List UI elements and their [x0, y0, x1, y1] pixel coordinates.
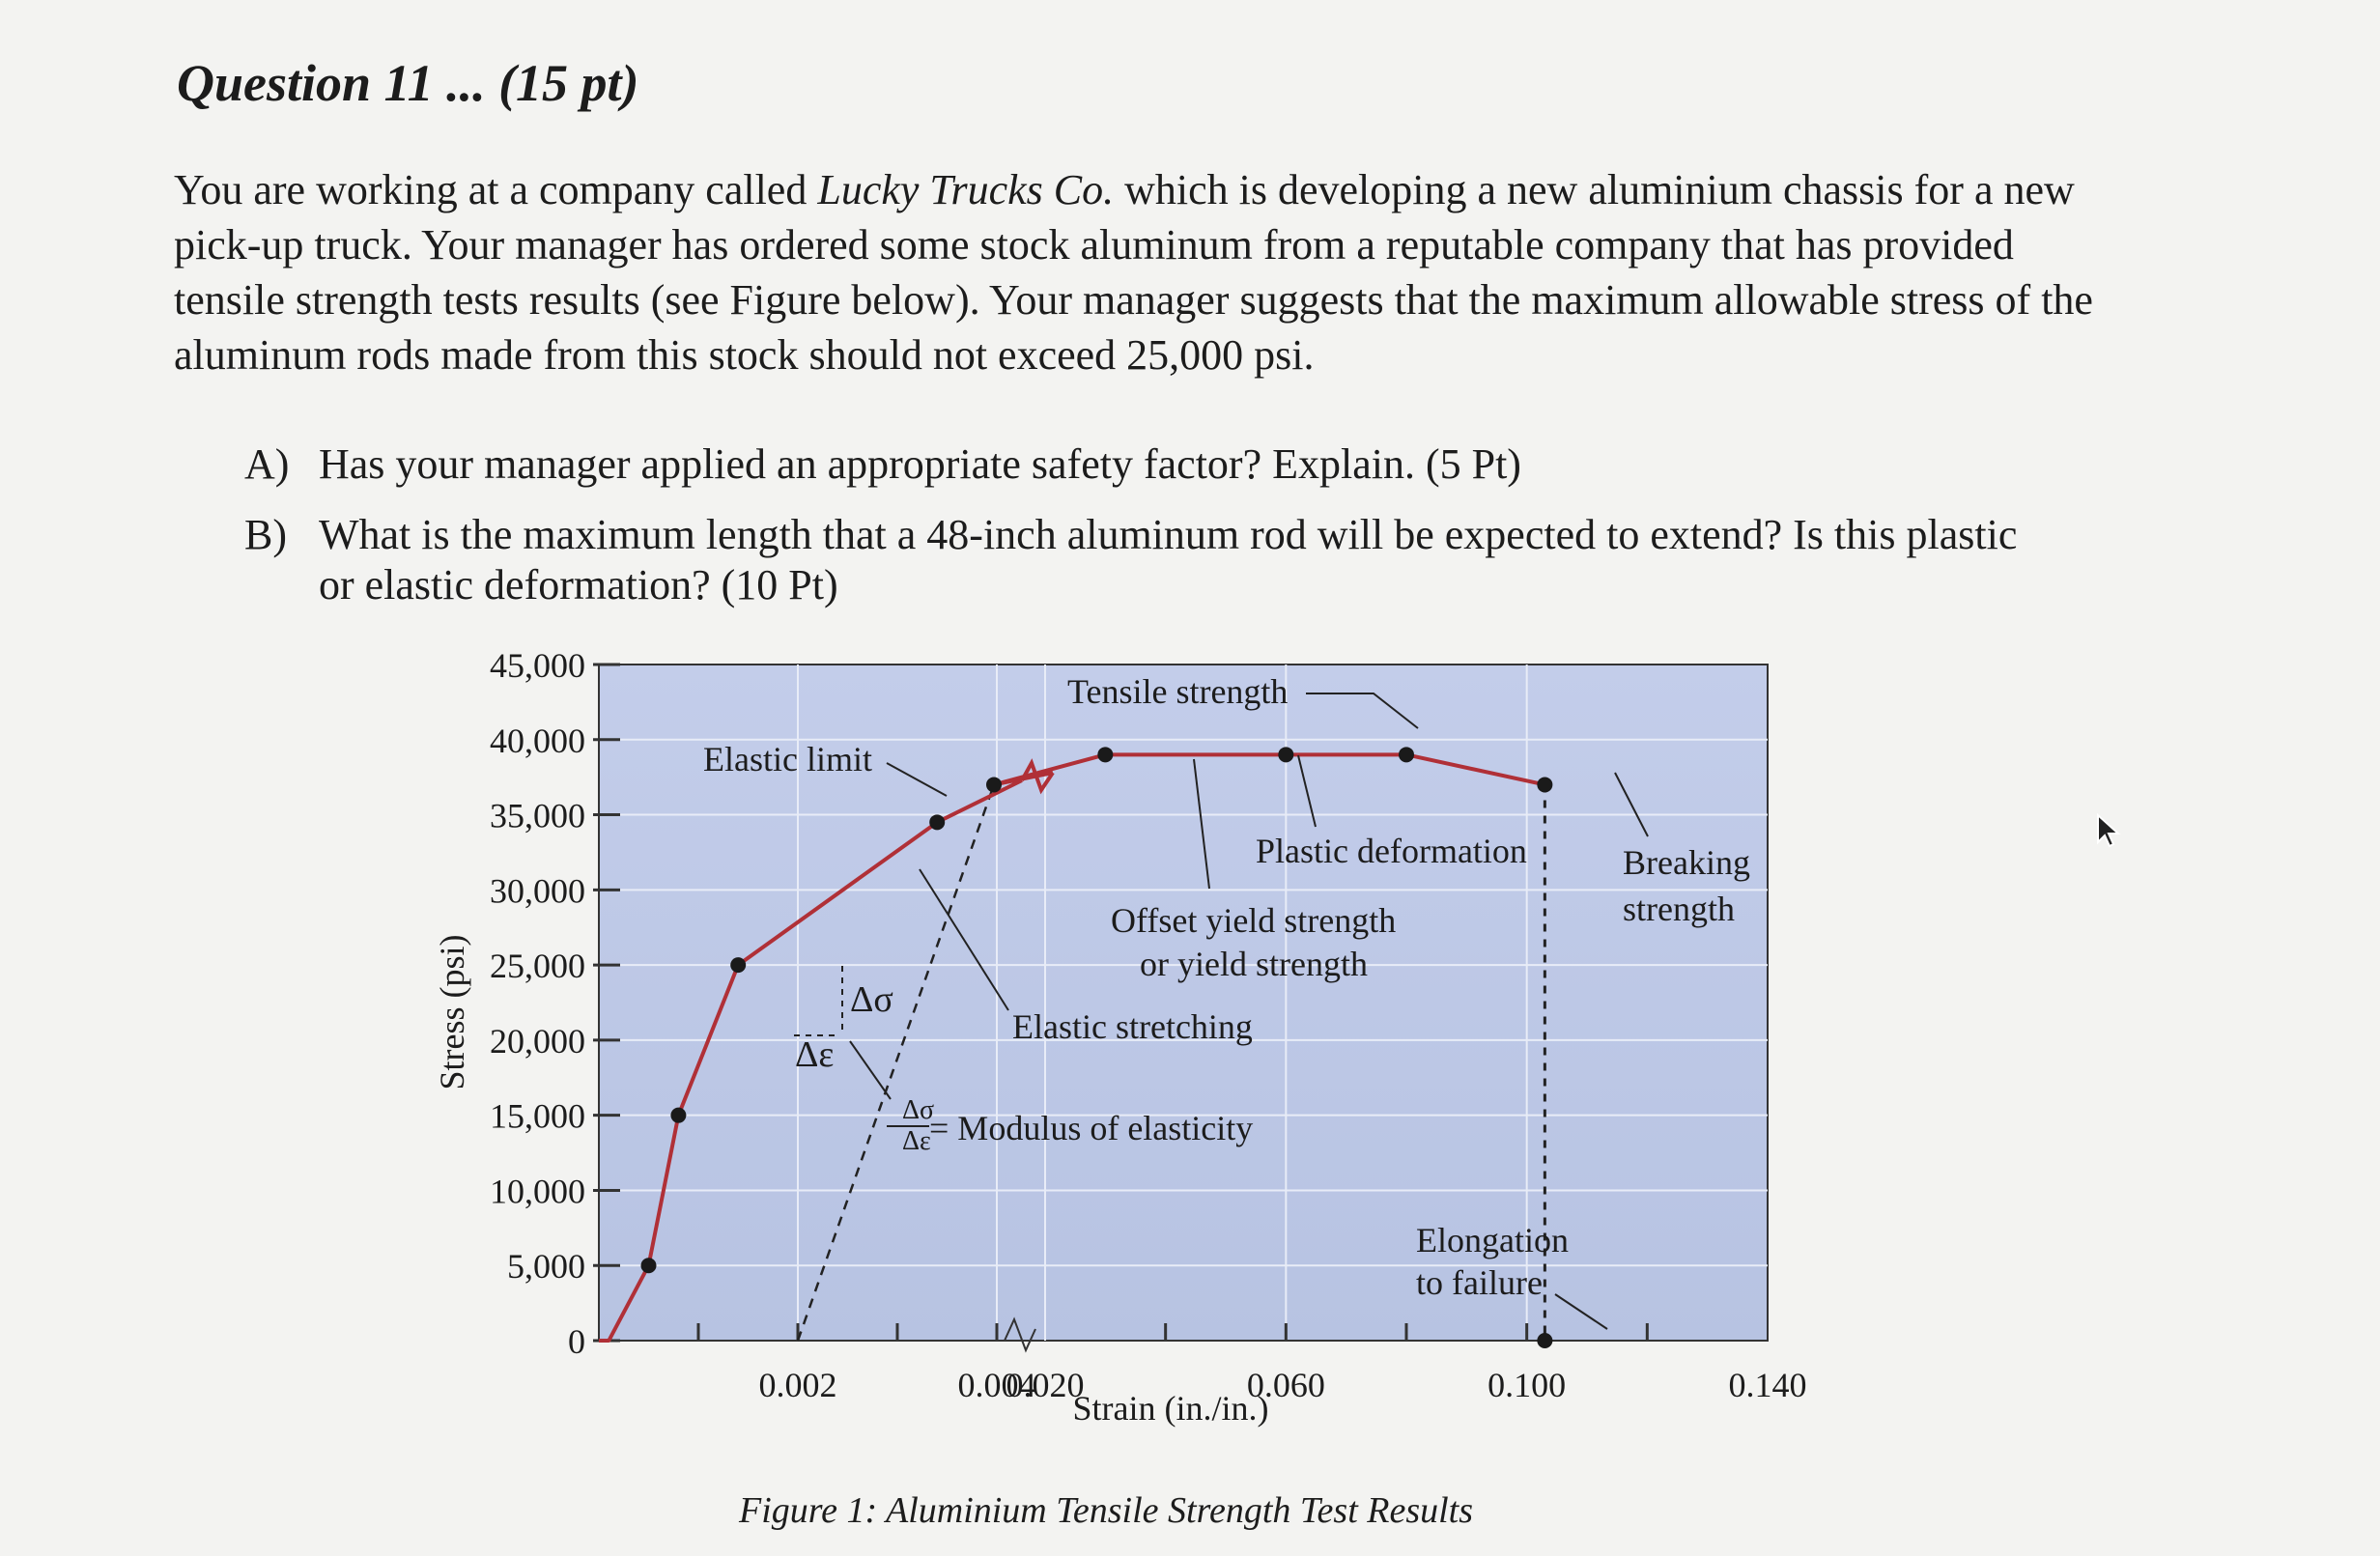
tensile-strength-pointer	[1306, 693, 1419, 729]
x-axis-break	[1004, 1316, 1036, 1353]
plastic-deformation-pointer	[1297, 754, 1317, 828]
modulus-pointer	[849, 1040, 892, 1100]
data-point	[1399, 747, 1414, 763]
intro-text-start: You are working at a company called	[174, 166, 818, 213]
company-name: Lucky Trucks Co.	[817, 166, 1115, 213]
y-tick-label: 45,000	[490, 646, 585, 685]
y-tick-label: 30,000	[490, 871, 585, 910]
annotation-strength: strength	[1623, 890, 1735, 928]
breaking-strength-pointer	[1614, 772, 1649, 837]
part-a-text: Has your manager applied an appropriate …	[319, 440, 1521, 488]
x-axis-label: Strain (in./in.)	[1073, 1389, 1269, 1428]
modulus-fraction-numerator: Δσ	[902, 1095, 934, 1125]
elongation-pointer	[1554, 1293, 1608, 1330]
data-point	[640, 1258, 657, 1274]
annotation-to-failure: to failure	[1416, 1263, 1543, 1302]
data-point	[986, 777, 1003, 793]
plot-area	[598, 664, 1769, 1342]
annotation-elastic-stretching: Elastic stretching	[1012, 1007, 1253, 1046]
annotation-tensile-strength: Tensile strength	[1067, 672, 1288, 711]
data-point	[1278, 747, 1294, 763]
annotation-modulus-of-elasticity: = Modulus of elasticity	[929, 1109, 1253, 1147]
annotation-or-yield: or yield strength	[1140, 945, 1368, 983]
annotation-delta-sigma: Δσ	[850, 979, 893, 1020]
annotation-delta-epsilon: Δε	[795, 1034, 834, 1075]
y-tick-label: 40,000	[490, 721, 585, 760]
annotation-elongation: Elongation	[1416, 1221, 1569, 1259]
y-tick-label: 25,000	[490, 947, 585, 985]
y-axis-label: Stress (psi)	[433, 935, 471, 1090]
y-tick-label: 20,000	[490, 1022, 585, 1061]
modulus-fraction-denominator: Δε	[902, 1126, 931, 1156]
data-point	[670, 1107, 687, 1123]
x-tick-label: 0.004	[958, 1366, 1036, 1404]
y-tick-label: 5,000	[507, 1247, 585, 1286]
data-point	[1097, 747, 1114, 763]
offset-yield-pointer	[1193, 758, 1210, 890]
figure-caption-text: Figure 1: Aluminium Tensile Strength Tes…	[739, 1490, 1474, 1531]
x-tick-label: 0.020	[1006, 1366, 1085, 1404]
intro-text-end: which is developing a new aluminium chas…	[174, 166, 2093, 379]
data-point	[1537, 1333, 1553, 1348]
x-tick-label: 0.140	[1729, 1366, 1807, 1404]
x-tick-label: 0.060	[1247, 1366, 1325, 1404]
data-point	[730, 957, 747, 974]
part-b-text: What is the maximum length that a 48-inc…	[319, 511, 2018, 608]
x-tick-label: 0.002	[759, 1366, 837, 1404]
part-a-label: A)	[244, 440, 290, 488]
question-title: Question 11 ... (15 pt)	[177, 54, 639, 112]
elastic-stretching-pointer	[919, 868, 1009, 1011]
elastic-limit-pointer	[886, 762, 948, 797]
part-b-label: B)	[244, 511, 287, 558]
data-point	[929, 814, 946, 831]
offset-yield-line	[796, 784, 996, 1342]
annotation-breaking: Breaking	[1623, 843, 1750, 882]
y-tick-label: 15,000	[490, 1097, 585, 1136]
annotation-elastic-limit: Elastic limit	[703, 740, 872, 778]
annotation-plastic-deformation: Plastic deformation	[1256, 832, 1527, 870]
x-tick-label: 0.100	[1488, 1366, 1566, 1404]
mouse-cursor-icon	[2097, 813, 2121, 848]
question-intro: You are working at a company called Luck…	[174, 162, 2106, 382]
annotation-offset-yield: Offset yield strength	[1111, 901, 1396, 940]
y-tick-label: 35,000	[490, 797, 585, 835]
y-tick-label: 10,000	[490, 1172, 585, 1210]
y-tick-label: 0	[568, 1322, 585, 1361]
data-point	[1537, 777, 1553, 793]
